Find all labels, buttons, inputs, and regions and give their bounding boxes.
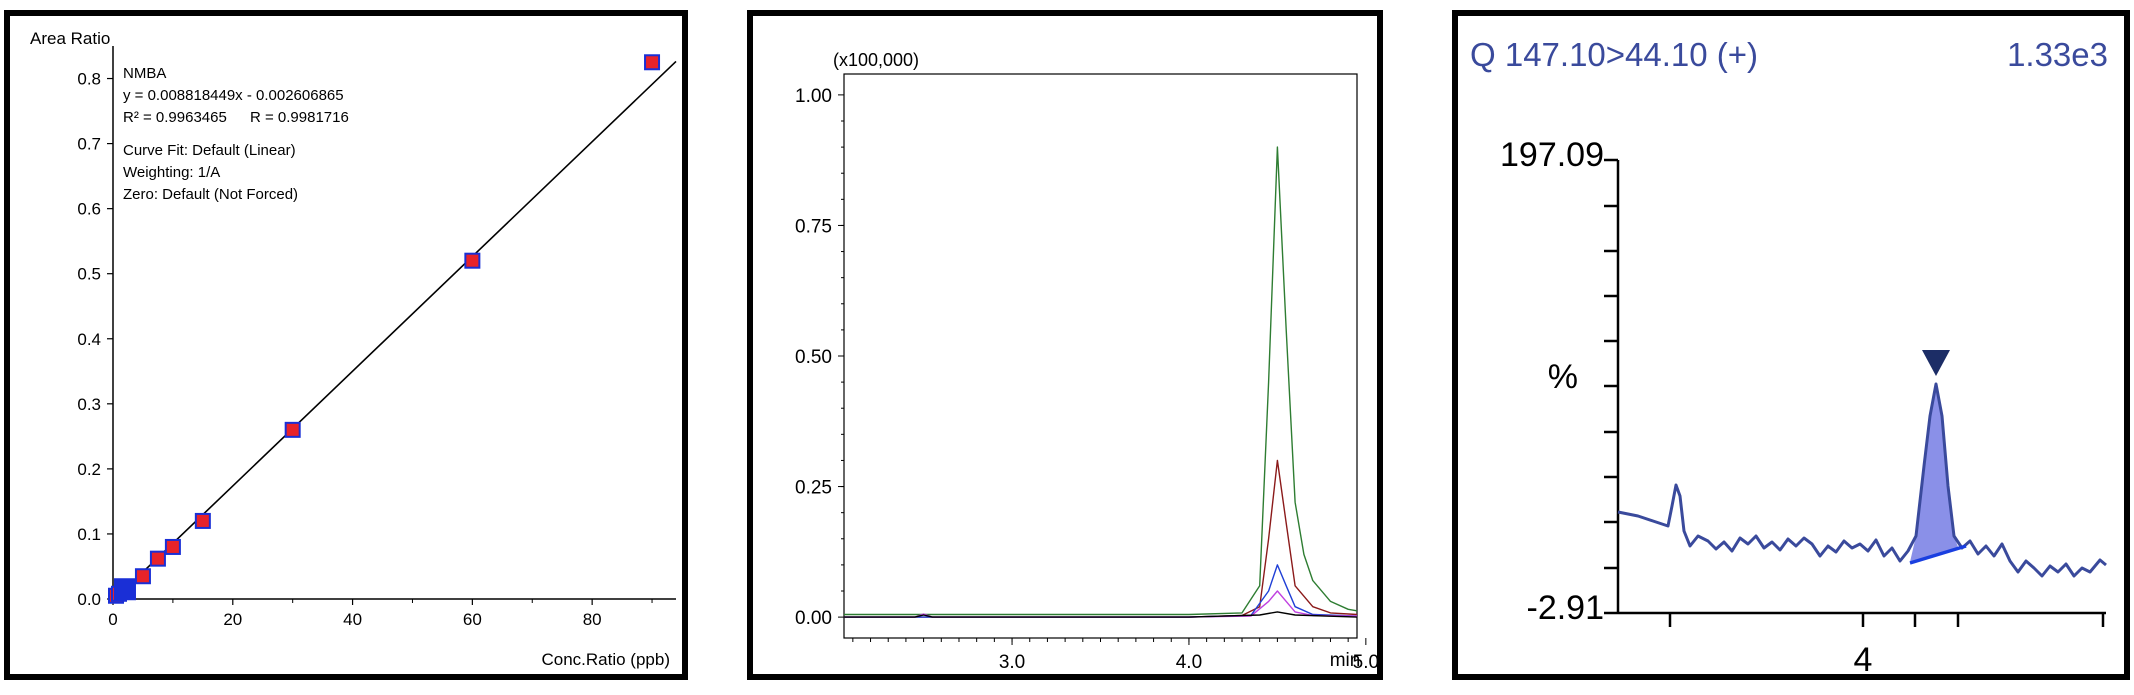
transition-title: Q 147.10>44.10 (+)	[1470, 36, 1758, 73]
x-tick-label: 0	[108, 610, 117, 629]
y-tick-label: 0.00	[795, 608, 832, 629]
data-point	[464, 252, 481, 269]
x-tick-label: 60	[463, 610, 482, 629]
y-tick-label: 0.4	[77, 330, 101, 349]
data-point	[194, 512, 211, 529]
y-tick-label: 1.00	[795, 86, 832, 107]
x-tick-label: 20	[223, 610, 242, 629]
y-unit-label: %	[1548, 358, 1578, 396]
x-unit-label: min	[1330, 650, 1361, 671]
chromatogram-trace	[844, 564, 1358, 618]
y-tick-label: 0.1	[77, 525, 101, 544]
scale-label: (x100,000)	[833, 50, 919, 70]
chromatogram-trace	[844, 611, 1358, 618]
zero-label: Zero: Default (Not Forced)	[123, 186, 298, 203]
integrated-peak-area	[1910, 384, 1958, 562]
y-tick-label: 0.2	[77, 460, 101, 479]
intensity-label: 1.33e3	[2007, 36, 2108, 73]
x-tick-label: 4.0	[1176, 652, 1202, 673]
y-tick-label: 0.6	[77, 200, 101, 219]
y-tick-label: 0.5	[77, 265, 101, 284]
mrm-trace	[1617, 382, 2107, 578]
chromatogram-chart: (x100,000) min 1.00 0.75 0.50 0.25 0.00 3.0 4.…	[795, 50, 1377, 673]
data-point	[134, 568, 151, 585]
chromatogram-trace	[844, 146, 1358, 616]
curve-fit-label: Curve Fit: Default (Linear)	[123, 142, 296, 159]
y-tick-label: 0.8	[77, 70, 101, 89]
data-point	[284, 421, 301, 438]
y-tick-label: 0.25	[795, 478, 832, 499]
r-squared: R² = 0.9963465	[123, 109, 227, 126]
calibration-curve-panel: Area Ratio NMBA y = 0.008818449x - 0.002…	[4, 10, 688, 680]
peak-marker-icon	[1922, 350, 1950, 376]
r-value: R = 0.9981716	[250, 109, 349, 126]
y-min-label: -2.91	[1527, 589, 1605, 627]
compound-name: NMBA	[123, 65, 166, 82]
y-tick-label: 0.3	[77, 395, 101, 414]
y-tick-label: 0.0	[77, 590, 101, 609]
x-tick-label: 3.0	[999, 652, 1025, 673]
selected-point	[113, 578, 136, 601]
y-tick-label: 0.50	[795, 347, 832, 368]
chromatogram-trace	[844, 590, 1358, 618]
data-point	[149, 550, 166, 567]
y-tick-label: 0.75	[795, 216, 832, 237]
weighting-label: Weighting: 1/A	[123, 164, 220, 181]
y-tick-label: 0.7	[77, 135, 101, 154]
peak-baseline	[1909, 544, 1967, 565]
x-tick-label: 40	[343, 610, 362, 629]
y-max-label: 197.09	[1500, 136, 1604, 174]
x-tick-label: 5.0	[1353, 652, 1377, 673]
plot-frame	[843, 73, 1358, 639]
data-point	[644, 54, 661, 71]
x-tick-label: 4	[1854, 641, 1873, 674]
mrm-trace-panel: Q 147.10>44.10 (+) 1.33e3 197.09 % -2.91…	[1452, 10, 2130, 680]
x-axis-title: Conc.Ratio (ppb)	[541, 650, 670, 669]
chromatogram-panel: (x100,000) min 1.00 0.75 0.50 0.25 0.00 3.0 4.…	[747, 10, 1383, 680]
calibration-curve-chart: Area Ratio NMBA y = 0.008818449x - 0.002…	[30, 29, 677, 669]
mrm-trace-chart: Q 147.10>44.10 (+) 1.33e3 197.09 % -2.91…	[1470, 36, 2108, 674]
regression-line	[112, 60, 677, 602]
fit-equation: y = 0.008818449x - 0.002606865	[123, 87, 344, 104]
y-axis-title: Area Ratio	[30, 29, 110, 48]
x-tick-label: 80	[583, 610, 602, 629]
data-point	[164, 538, 181, 555]
